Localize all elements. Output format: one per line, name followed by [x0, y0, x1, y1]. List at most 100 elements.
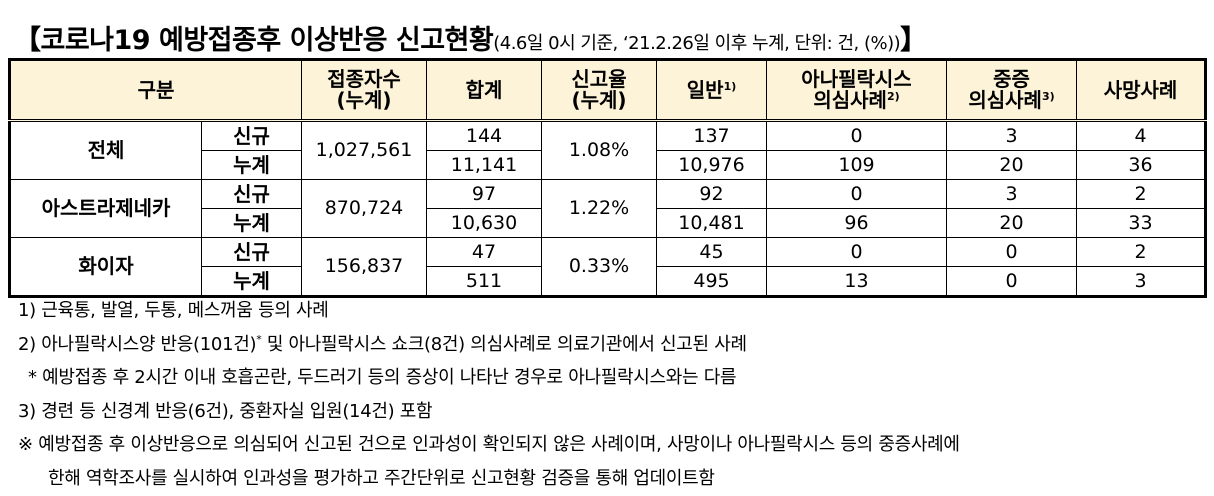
severe-cell: 3: [946, 120, 1077, 151]
total-cell: 11,141: [426, 150, 542, 180]
header-cell: 접종자수 (누계): [301, 59, 427, 122]
footnote-mark: 1): [723, 79, 737, 93]
title: 【코로나19 예방접종후 이상반응 신고현황(4.6일 0시 기준, ‘21.2…: [14, 18, 927, 57]
header-cell: 사망사례: [1076, 59, 1206, 122]
header-line: 아나필락시스: [767, 69, 946, 90]
vaccinated-cell: 870,724: [301, 179, 427, 238]
total-cell: 511: [426, 266, 542, 297]
general-cell: 45: [656, 237, 767, 267]
row-label: 누계: [201, 208, 302, 238]
note-text: * 예방접종 후 2시간 이내 호흡곤란, 두드러기 등의 증상이 나타난 경우…: [28, 367, 737, 388]
data-row: 화이자 신규 156,837 47 0.33% 45 0 0 2: [9, 237, 1206, 297]
header-line: 의심사례2): [767, 90, 946, 111]
header-line: 중증: [947, 69, 1076, 90]
anaphylaxis-cell: 0: [766, 237, 947, 267]
general-cell: 10,481: [656, 208, 767, 238]
severe-cell: 0: [946, 266, 1077, 297]
table-body: 전체 신규 1,027,561 144 1.08% 137 0 3 4 누계 11,141 10,97…: [9, 120, 1206, 297]
header-text: (누계): [571, 88, 627, 112]
header-cell: 구분: [9, 59, 302, 122]
note-text: ※ 예방접종 후 이상반응으로 의심되어 신고된 건으로 인과성이 확인되지 않…: [18, 434, 960, 455]
header-line: 사망사례: [1077, 77, 1204, 102]
data-row: 아스트라제네카 신규 870,724 97 1.22% 92 0 3 2: [9, 179, 1206, 238]
note-line: 한해 역학조사를 실시하여 인과성을 평가하고 주간단위로 신고현황 검증을 통…: [18, 462, 1208, 496]
group-name: 화이자: [9, 237, 202, 297]
row-label: 누계: [201, 150, 302, 180]
rate-cell: 1.22%: [541, 179, 657, 238]
header-text: 사망사례: [1103, 77, 1178, 102]
data-row: 누계 511 495 13 0 3: [10, 266, 1206, 297]
header-cell: 중증 의심사례3): [946, 59, 1077, 122]
footnote-mark: 3): [1041, 90, 1055, 103]
total-cell: 47: [426, 237, 542, 267]
header-line: 접종자수: [302, 69, 426, 90]
severe-cell: 3: [946, 179, 1077, 209]
death-cell: 36: [1076, 150, 1206, 180]
death-cell: 2: [1076, 237, 1206, 267]
data-row: 누계 10,630 10,481 96 20 33: [10, 208, 1206, 238]
anaphylaxis-cell: 0: [766, 179, 947, 209]
header-cell: 일반1): [656, 59, 767, 122]
note-text: 및 아나필락시스 쇼크(8건) 의심사례로 의료기관에서 신고된 사례: [261, 333, 747, 355]
anaphylaxis-cell: 96: [766, 208, 947, 238]
note-line: 2) 아나필락시스양 반응(101건)* 및 아나필락시스 쇼크(8건) 의심사…: [18, 328, 1208, 362]
vaccinated-cell: 1,027,561: [301, 120, 427, 180]
data-row: 누계 11,141 10,976 109 20 36: [10, 150, 1206, 180]
header-line: 일반1): [657, 77, 766, 102]
death-cell: 33: [1076, 208, 1206, 238]
death-cell: 4: [1076, 120, 1206, 151]
total-cell: 97: [426, 179, 542, 209]
general-cell: 495: [656, 266, 767, 297]
row-label: 신규: [201, 237, 302, 267]
header-line: (누계): [302, 90, 426, 111]
general-cell: 10,976: [656, 150, 767, 180]
data-row: 전체 신규 1,027,561 144 1.08% 137 0 3 4: [9, 120, 1206, 180]
header-row: 구분 접종자수 (누계) 합계 신고율 (누계) 일반1) 아나필락시스 의심사례2) 중증 의심사…: [9, 59, 1206, 122]
anaphylaxis-cell: 109: [766, 150, 947, 180]
header-text: 접종자수: [327, 67, 401, 91]
title-close: 】: [900, 25, 927, 56]
anaphylaxis-cell: 13: [766, 266, 947, 297]
severe-cell: 20: [946, 208, 1077, 238]
row-label: 신규: [201, 179, 302, 209]
group-name: 아스트라제네카: [9, 179, 202, 238]
note-text: 3) 경련 등 신경계 반응(6건), 중환자실 입원(14건) 포함: [18, 400, 433, 422]
header-text: (누계): [336, 88, 392, 112]
note-text: 한해 역학조사를 실시하여 인과성을 평가하고 주간단위로 신고현황 검증을 통…: [48, 467, 715, 489]
header-text: 의심사례: [813, 88, 887, 112]
header-line: 구분: [11, 79, 301, 101]
row-label: 신규: [201, 120, 302, 151]
header-cell: 합계: [426, 59, 542, 122]
header-line: (누계): [542, 90, 656, 111]
header-text: 합계: [465, 77, 503, 102]
header-line: 의심사례3): [947, 90, 1076, 111]
total-cell: 144: [426, 120, 542, 151]
header-text: 신고율: [571, 67, 627, 91]
rate-cell: 0.33%: [541, 237, 657, 297]
rate-cell: 1.08%: [541, 120, 657, 180]
notes: 1) 근육통, 발열, 두통, 메스꺼움 등의 사례 2) 아나필락시스양 반응(…: [18, 294, 1208, 495]
title-sub: (4.6일 0시 기준, ‘21.2.26일 이후 누계, 단위: 건, (%)…: [493, 33, 901, 54]
title-main: 【코로나19 예방접종후 이상반응 신고현황: [14, 25, 494, 56]
note-line: ※ 예방접종 후 이상반응으로 의심되어 신고된 건으로 인과성이 확인되지 않…: [18, 428, 1208, 462]
header-line: 신고율: [542, 69, 656, 90]
header-cell: 아나필락시스 의심사례2): [766, 59, 947, 122]
anaphylaxis-cell: 0: [766, 120, 947, 151]
header-text: 일반: [686, 77, 724, 102]
general-cell: 92: [656, 179, 767, 209]
severe-cell: 0: [946, 237, 1077, 267]
header-text: 중증: [993, 67, 1030, 91]
note-line: 3) 경련 등 신경계 반응(6건), 중환자실 입원(14건) 포함: [18, 395, 1208, 429]
group-name: 전체: [9, 120, 202, 180]
report-table: 구분 접종자수 (누계) 합계 신고율 (누계) 일반1) 아나필락시스 의심사례2) 중증 의심사…: [8, 58, 1207, 298]
note-sup: *: [256, 332, 262, 346]
note-text: 1) 근육통, 발열, 두통, 메스꺼움 등의 사례: [18, 300, 329, 321]
note-line: 1) 근육통, 발열, 두통, 메스꺼움 등의 사례: [18, 294, 1208, 328]
vaccinated-cell: 156,837: [301, 237, 427, 297]
note-line: * 예방접종 후 2시간 이내 호흡곤란, 두드러기 등의 증상이 나타난 경우…: [18, 361, 1208, 395]
footnote-mark: 2): [886, 90, 900, 103]
note-text: 2) 아나필락시스양 반응(101건): [18, 333, 257, 355]
header-text: 아나필락시스: [801, 67, 912, 91]
death-cell: 3: [1076, 266, 1206, 297]
